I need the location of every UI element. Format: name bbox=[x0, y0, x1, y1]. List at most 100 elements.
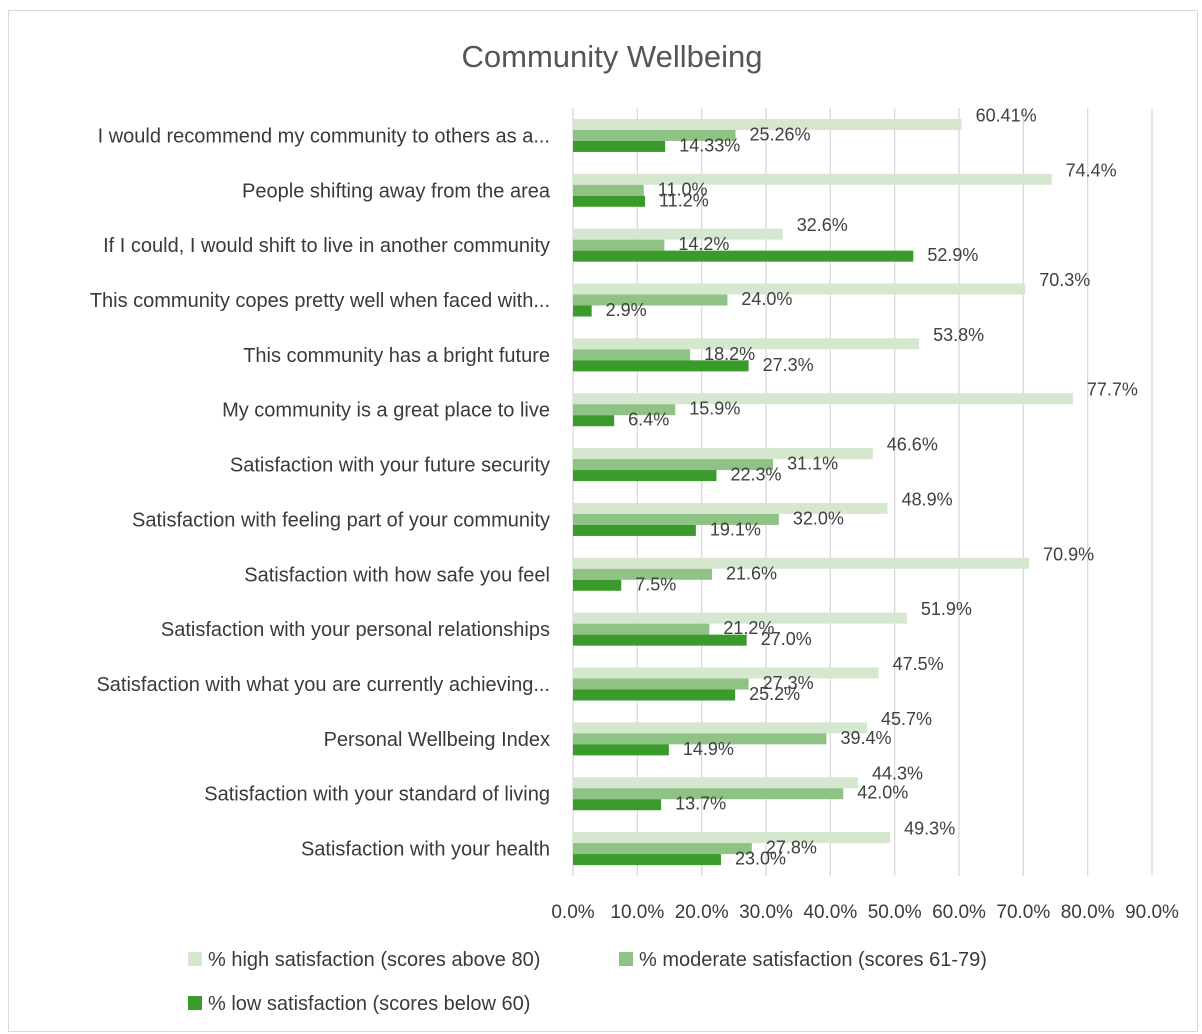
data-label: 24.0% bbox=[741, 289, 792, 309]
category-label: Satisfaction with what you are currently… bbox=[96, 674, 550, 696]
bar-series-2 bbox=[573, 404, 676, 416]
bar-series-3 bbox=[573, 689, 736, 701]
bar-series-3 bbox=[573, 360, 749, 372]
data-label: 49.3% bbox=[904, 819, 955, 839]
bar-series-1 bbox=[573, 832, 891, 844]
bar-series-1 bbox=[573, 612, 907, 624]
bar-series-1 bbox=[573, 667, 879, 679]
data-label: 48.9% bbox=[902, 489, 953, 509]
data-label: 70.9% bbox=[1043, 544, 1094, 564]
data-label: 21.6% bbox=[726, 563, 777, 583]
data-label: 25.2% bbox=[749, 684, 800, 704]
data-label: 27.0% bbox=[761, 629, 812, 649]
bar-series-3 bbox=[573, 415, 615, 427]
data-label: 45.7% bbox=[881, 709, 932, 729]
data-label: 14.9% bbox=[683, 739, 734, 759]
x-tick-label: 0.0% bbox=[551, 902, 594, 923]
data-label: 22.3% bbox=[730, 465, 781, 485]
x-tick-label: 60.0% bbox=[932, 902, 986, 923]
data-label: 25.26% bbox=[750, 124, 811, 144]
bar-series-3 bbox=[573, 305, 592, 317]
data-label: 13.7% bbox=[675, 794, 726, 814]
bar-series-1 bbox=[573, 777, 858, 789]
category-label: This community copes pretty well when fa… bbox=[90, 290, 550, 312]
bar-series-3 bbox=[573, 195, 646, 207]
bar-series-3 bbox=[573, 470, 717, 482]
data-label: 6.4% bbox=[628, 410, 669, 430]
data-label: 70.3% bbox=[1039, 270, 1090, 290]
bar-series-1 bbox=[573, 283, 1026, 295]
bar-series-2 bbox=[573, 459, 774, 471]
data-label: 31.1% bbox=[787, 454, 838, 474]
data-label: 51.9% bbox=[921, 599, 972, 619]
data-label: 42.0% bbox=[857, 783, 908, 803]
data-label: 47.5% bbox=[893, 654, 944, 674]
bar-series-3 bbox=[573, 634, 747, 646]
category-label: Satisfaction with how safe you feel bbox=[244, 564, 550, 586]
data-label: 11.0% bbox=[658, 179, 708, 199]
bar-series-1 bbox=[573, 118, 962, 130]
data-label: 19.1% bbox=[710, 519, 761, 539]
bar-series-2 bbox=[573, 349, 691, 361]
x-tick-label: 80.0% bbox=[1061, 902, 1115, 923]
category-label: I would recommend my community to others… bbox=[98, 125, 550, 147]
legend-swatch bbox=[619, 952, 633, 966]
bar-series-1 bbox=[573, 173, 1052, 185]
data-label: 11.2% bbox=[659, 190, 709, 210]
legend-label: % high satisfaction (scores above 80) bbox=[208, 949, 540, 971]
bar-series-2 bbox=[573, 623, 710, 635]
bar-series-2 bbox=[573, 678, 749, 690]
data-label: 18.2% bbox=[704, 344, 755, 364]
data-label: 27.3% bbox=[763, 673, 814, 693]
data-label: 27.3% bbox=[763, 355, 814, 375]
bar-series-2 bbox=[573, 184, 644, 196]
category-label: Satisfaction with your personal relation… bbox=[161, 619, 550, 641]
data-label: 32.6% bbox=[797, 215, 848, 235]
x-tick-label: 30.0% bbox=[739, 902, 793, 923]
data-label: 27.8% bbox=[766, 838, 817, 858]
bar-series-3 bbox=[573, 799, 662, 811]
data-label: 7.5% bbox=[635, 574, 676, 594]
bar-series-2 bbox=[573, 843, 752, 855]
bar-series-2 bbox=[573, 129, 736, 141]
bar-series-1 bbox=[573, 557, 1030, 569]
legend-swatch bbox=[188, 952, 202, 966]
data-label: 39.4% bbox=[840, 728, 891, 748]
category-label: My community is a great place to live bbox=[222, 400, 550, 422]
bar-series-2 bbox=[573, 239, 665, 251]
bar-series-1 bbox=[573, 393, 1073, 405]
bar-series-3 bbox=[573, 579, 622, 591]
bar-series-1 bbox=[573, 448, 873, 460]
category-label: Satisfaction with your future security bbox=[230, 455, 550, 477]
data-label: 74.4% bbox=[1066, 160, 1117, 180]
bar-series-1 bbox=[573, 228, 783, 240]
bar-series-2 bbox=[573, 294, 728, 306]
category-label: Satisfaction with feeling part of your c… bbox=[132, 509, 550, 531]
data-label: 53.8% bbox=[933, 325, 984, 345]
x-tick-label: 70.0% bbox=[996, 902, 1050, 923]
x-tick-label: 10.0% bbox=[610, 902, 664, 923]
x-tick-label: 50.0% bbox=[868, 902, 922, 923]
bar-series-3 bbox=[573, 140, 666, 152]
bar-series-2 bbox=[573, 733, 827, 745]
data-label: 44.3% bbox=[872, 764, 923, 784]
category-label: If I could, I would shift to live in ano… bbox=[103, 235, 550, 257]
bar-series-2 bbox=[573, 788, 844, 800]
category-label: Satisfaction with your standard of livin… bbox=[204, 784, 550, 806]
data-label: 77.7% bbox=[1087, 380, 1138, 400]
category-label: People shifting away from the area bbox=[242, 180, 551, 202]
x-tick-label: 20.0% bbox=[675, 902, 729, 923]
data-label: 15.9% bbox=[689, 399, 740, 419]
chart-title: Community Wellbeing bbox=[462, 39, 763, 74]
bar-series-1 bbox=[573, 722, 868, 734]
data-label: 21.2% bbox=[723, 618, 774, 638]
bar-series-2 bbox=[573, 568, 712, 580]
x-tick-label: 90.0% bbox=[1125, 902, 1179, 923]
category-label: This community has a bright future bbox=[243, 345, 550, 367]
bar-series-3 bbox=[573, 744, 669, 756]
data-label: 52.9% bbox=[927, 245, 978, 265]
bar-series-1 bbox=[573, 338, 920, 350]
data-label: 14.2% bbox=[678, 234, 729, 254]
bar-series-3 bbox=[573, 250, 914, 262]
